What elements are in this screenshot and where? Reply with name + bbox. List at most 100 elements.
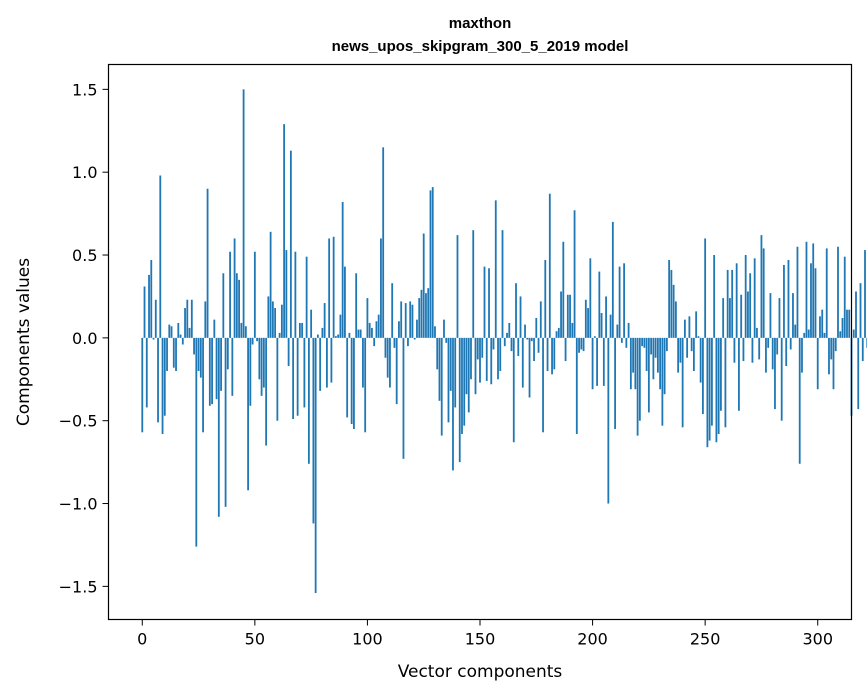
bars-group: [141, 89, 867, 593]
bar-286: [785, 337, 788, 367]
bar-103: [373, 337, 376, 347]
bar-196: [582, 337, 585, 352]
bar-239: [679, 337, 682, 363]
bar-129: [431, 187, 434, 338]
chart-title-line2: news_upos_skipgram_300_5_2019 model: [332, 38, 629, 55]
bar-225: [647, 337, 650, 413]
bar-223: [643, 337, 646, 348]
bar-124: [420, 289, 423, 338]
bar-267: [742, 337, 745, 362]
bar-154: [488, 268, 490, 338]
bar-101: [368, 322, 371, 338]
bar-233: [665, 337, 668, 352]
bar-203: [598, 271, 601, 338]
bar-21: [188, 327, 191, 338]
bar-234: [668, 259, 671, 338]
bar-123: [418, 298, 421, 338]
bar-49: [251, 337, 254, 345]
bar-173: [530, 337, 533, 342]
bar-81: [323, 303, 326, 338]
bar-204: [600, 313, 603, 338]
bar-63: [283, 124, 286, 338]
bar-305: [828, 337, 830, 375]
bar-125: [422, 233, 425, 338]
bar-250: [704, 238, 707, 338]
bar-290: [794, 324, 797, 338]
bar-280: [771, 337, 774, 370]
bar-262: [731, 269, 734, 338]
bar-272: [753, 258, 756, 338]
bar-269: [747, 291, 749, 338]
bar-59: [274, 308, 277, 338]
y-tick-label: 0.0: [72, 329, 97, 348]
bar-243: [688, 316, 691, 338]
bar-118: [407, 337, 409, 347]
bar-304: [825, 248, 828, 338]
bar-197: [584, 299, 587, 338]
bar-77: [314, 337, 317, 593]
plot-frame: [107, 63, 853, 621]
x-tick-label: 100: [352, 630, 383, 649]
bar-178: [542, 337, 544, 433]
bar-235: [670, 269, 673, 338]
bar-151: [481, 337, 484, 358]
bar-256: [717, 337, 720, 434]
bar-85: [332, 236, 335, 338]
bar-158: [497, 337, 499, 380]
bar-259: [724, 337, 727, 428]
bar-32: [213, 319, 216, 338]
bar-72: [303, 337, 306, 408]
bar-25: [197, 337, 200, 371]
bar-37: [224, 337, 227, 507]
bar-95: [355, 273, 358, 338]
bar-90: [344, 266, 346, 338]
bar-79: [319, 337, 322, 391]
bar-22: [190, 299, 193, 338]
bar-188: [564, 337, 567, 362]
bar-160: [501, 230, 504, 338]
bar-189: [566, 294, 569, 338]
bar-265: [738, 337, 740, 411]
bar-255: [715, 337, 718, 443]
bar-67: [292, 337, 295, 420]
bar-244: [690, 337, 693, 352]
bar-200: [591, 337, 594, 390]
bar-127: [427, 288, 430, 338]
bar-26: [199, 337, 202, 378]
bar-205: [602, 337, 605, 386]
bar-313: [846, 309, 848, 338]
bar-257: [720, 337, 722, 411]
bar-132: [438, 337, 441, 401]
bar-60: [276, 337, 279, 421]
bar-111: [391, 283, 394, 338]
bar-143: [463, 337, 466, 426]
bar-146: [470, 337, 472, 380]
bar-180: [546, 337, 549, 371]
x-tick-label: 300: [802, 630, 833, 649]
bar-319: [859, 283, 862, 338]
bar-119: [409, 301, 412, 338]
bar-194: [578, 337, 580, 353]
bar-163: [508, 322, 511, 338]
bar-191: [571, 322, 574, 338]
bar-222: [641, 337, 644, 347]
bar-264: [735, 263, 738, 338]
bar-298: [812, 243, 815, 338]
bar-138: [452, 337, 454, 471]
bar-51: [256, 337, 258, 342]
bar-208: [609, 314, 612, 338]
bar-161: [503, 337, 506, 347]
bar-142: [461, 337, 463, 434]
bar-241: [683, 319, 686, 338]
bar-121: [413, 337, 416, 340]
bar-232: [663, 337, 666, 395]
bar-99: [364, 337, 367, 433]
bar-157: [494, 200, 497, 338]
bar-310: [839, 331, 842, 338]
bar-246: [695, 311, 698, 338]
bar-181: [548, 193, 551, 338]
bar-270: [749, 273, 752, 338]
bar-273: [756, 327, 758, 338]
bar-190: [569, 294, 571, 338]
bar-221: [638, 337, 641, 421]
